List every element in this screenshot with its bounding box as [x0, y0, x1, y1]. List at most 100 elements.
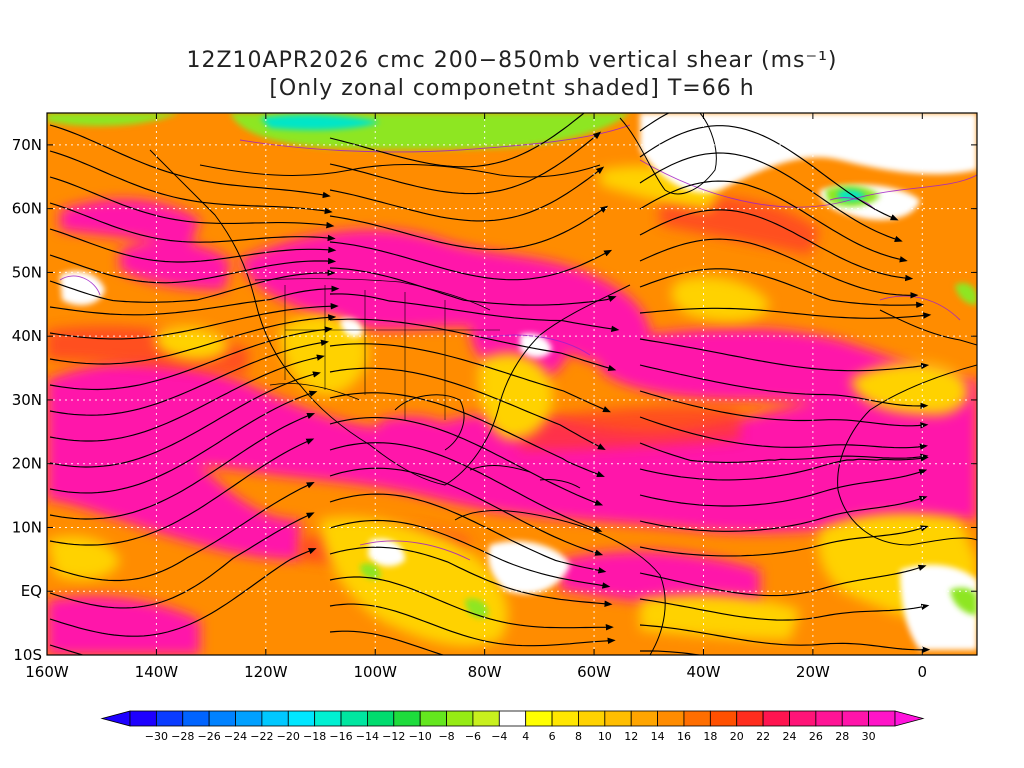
- streamline: [49, 548, 317, 637]
- streamline: [329, 318, 617, 372]
- streamline: [49, 285, 340, 316]
- coast-arctic: [199, 164, 601, 178]
- lat-tick-label: 10S: [13, 646, 42, 664]
- lon-tick-label: 20W: [796, 663, 830, 681]
- streamline: [49, 303, 339, 340]
- colorbar-swatch: [868, 710, 896, 727]
- streamline: [49, 314, 337, 365]
- colorbar-swatch: [287, 710, 316, 727]
- colorbar-swatch: [683, 710, 711, 727]
- coast-south-america: [454, 510, 666, 655]
- colorbar-swatch: [657, 710, 685, 727]
- streamline: [639, 268, 925, 309]
- streamline: [49, 390, 318, 494]
- colorbar-label: 12: [624, 730, 638, 743]
- streamline: [639, 624, 931, 653]
- lat-tick-label: 20N: [12, 455, 42, 473]
- colorbar-swatch: [208, 710, 236, 727]
- colorbar-label: −20: [277, 730, 300, 743]
- colorbar-label: 6: [549, 730, 556, 743]
- lat-tick-label: 60N: [12, 200, 42, 218]
- streamline: [49, 339, 329, 416]
- streamline: [639, 525, 929, 557]
- streamline: [329, 603, 616, 647]
- colorbar-swatch: [762, 710, 790, 727]
- colorbar-swatch: [340, 710, 368, 727]
- map-title-line2: [Only zonal componetnt shaded] T=66 h: [269, 76, 755, 101]
- lat-tick-label: 40N: [12, 327, 42, 345]
- border-us-mexico: [269, 383, 361, 401]
- streamline: [639, 125, 899, 221]
- colorbar-label: −8: [438, 730, 454, 743]
- streamline: [329, 417, 604, 506]
- streamline: [49, 124, 331, 199]
- streamline: [639, 152, 903, 242]
- colorbar-swatch: [578, 710, 606, 727]
- coast-greenland: [619, 113, 717, 195]
- colorbar-swatch: [155, 710, 184, 727]
- streamline: [49, 150, 333, 215]
- streamline: [639, 455, 929, 481]
- colorbar-label: −4: [491, 730, 507, 743]
- colorbar-swatch: [789, 710, 817, 727]
- colorbar-label: 10: [598, 730, 612, 743]
- colorbar-swatch: [709, 710, 738, 727]
- streamline: [329, 367, 606, 450]
- colorbar-label: 22: [756, 730, 770, 743]
- colorbar-swatch: [182, 710, 210, 727]
- streamline: [329, 442, 603, 532]
- lon-tick-label: 120W: [244, 663, 288, 681]
- streamline: [329, 343, 611, 413]
- coast-caribbean: [469, 465, 581, 489]
- streamline: [639, 442, 929, 463]
- streamline: [49, 228, 337, 263]
- colorbar-swatch: [604, 710, 632, 727]
- map-axes: 160W 140W 120W 100W 80W 60W 40W 20W 0 10S EQ 10N 20N…: [12, 113, 977, 681]
- colorbar-high-arrow: [894, 710, 925, 727]
- streamline: [639, 180, 908, 263]
- coastlines: [149, 113, 977, 655]
- white-low-shear-zones: [60, 113, 977, 650]
- streamline: [329, 467, 604, 556]
- colorbar-swatch: [393, 710, 421, 727]
- colorbar-label: −16: [329, 730, 352, 743]
- cyan-easterly-zones: [260, 114, 866, 201]
- colorbar-label: 16: [677, 730, 691, 743]
- streamline: [49, 512, 315, 609]
- colorbar-swatch: [815, 710, 843, 727]
- streamline: [329, 113, 586, 168]
- colorbar-swatch: [419, 710, 447, 727]
- streamline: [329, 241, 613, 281]
- streamline: [49, 481, 315, 582]
- streamline: [639, 598, 930, 621]
- colorbar-swatch: [498, 710, 527, 727]
- coast-gulf: [394, 394, 465, 451]
- lon-tick-label: 0: [918, 663, 928, 681]
- lon-tick-label: 100W: [354, 663, 398, 681]
- streamline: [49, 202, 336, 243]
- colorbar-low-arrow: [100, 710, 131, 727]
- colorbar-label: −26: [198, 730, 221, 743]
- lat-tick-label: EQ: [21, 582, 42, 600]
- border-us-canada: [254, 278, 491, 311]
- colorbar-label: 24: [782, 730, 796, 743]
- colorbar-label: −28: [171, 730, 194, 743]
- shaded-field: [47, 113, 977, 655]
- streamline: [49, 176, 335, 229]
- colorbar-label: 8: [575, 730, 582, 743]
- colorbar-label: 30: [862, 730, 876, 743]
- lat-tick-label: 10N: [12, 518, 42, 536]
- streamline: [639, 238, 919, 299]
- colorbar-swatch: [472, 710, 500, 727]
- lon-tick-label: 60W: [577, 663, 611, 681]
- colorbar-label: 18: [703, 730, 717, 743]
- colorbar-label: −18: [303, 730, 326, 743]
- colorbar-label: −30: [145, 730, 168, 743]
- streamline: [49, 413, 316, 520]
- colorbar-label: −22: [250, 730, 273, 743]
- streamline: [49, 254, 337, 284]
- streamline: [329, 131, 602, 195]
- colorbar-swatch: [525, 710, 553, 727]
- lat-tick-label: 70N: [12, 136, 42, 154]
- streamline: [49, 269, 336, 303]
